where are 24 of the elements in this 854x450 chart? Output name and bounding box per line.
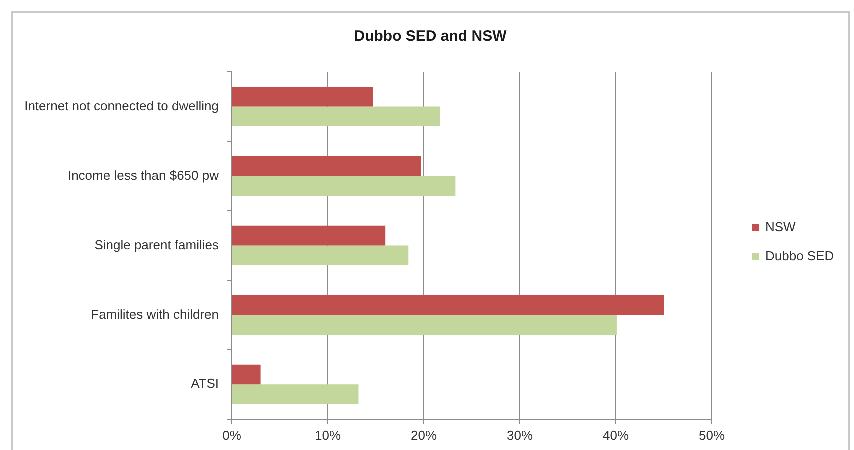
x-tick-label: 30% <box>506 428 534 443</box>
bar <box>232 315 617 335</box>
x-tick-label: 10% <box>314 428 342 443</box>
y-tick-label: ATSI <box>191 376 219 392</box>
bar <box>232 364 261 385</box>
bar <box>232 106 440 127</box>
y-tick-label: Single parent families <box>94 237 220 252</box>
x-tick-label: 50% <box>698 428 726 443</box>
bar <box>232 176 456 196</box>
bar <box>232 384 359 404</box>
x-tick-label: 20% <box>410 428 438 443</box>
bar <box>232 295 664 316</box>
y-tick-label: Income less than $650 pw <box>68 168 220 183</box>
bar <box>232 226 386 246</box>
chart-title: Dubbo SED and NSW <box>354 28 508 46</box>
legend-label: NSW <box>766 220 797 235</box>
legend-label: Dubbo SED <box>766 248 834 264</box>
y-tick-label: Familites with children <box>91 306 219 322</box>
y-tick-label: Internet not connected to dwelling <box>24 98 219 114</box>
bar <box>232 156 422 176</box>
x-tick-label: 0% <box>222 428 242 443</box>
bar <box>232 86 374 107</box>
bar <box>232 246 409 266</box>
x-tick-label: 40% <box>602 428 630 443</box>
